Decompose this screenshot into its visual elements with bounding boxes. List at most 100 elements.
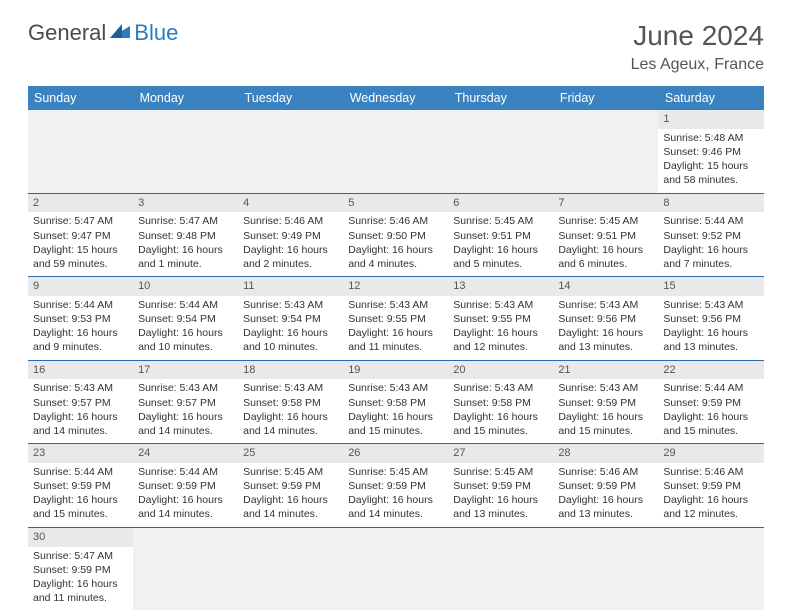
weekday-header-row: Sunday Monday Tuesday Wednesday Thursday… [28,86,764,110]
calendar-cell [658,527,763,610]
calendar-cell: 4Sunrise: 5:46 AMSunset: 9:49 PMDaylight… [238,193,343,277]
day-info: Sunrise: 5:43 AMSunset: 9:58 PMDaylight:… [453,381,548,438]
day-info: Sunrise: 5:46 AMSunset: 9:49 PMDaylight:… [243,214,338,271]
sunrise-text: Sunrise: 5:46 AM [558,465,653,479]
day-info: Sunrise: 5:43 AMSunset: 9:57 PMDaylight:… [33,381,128,438]
daylight-text: Daylight: 16 hours and 7 minutes. [663,243,758,271]
day-number: 21 [553,361,658,380]
sunrise-text: Sunrise: 5:46 AM [348,214,443,228]
calendar-cell [238,110,343,193]
sunset-text: Sunset: 9:58 PM [453,396,548,410]
calendar-cell: 11 Sunrise: 5:43 AMSunset: 9:54 PMDayligh… [238,277,343,361]
sunrise-text: Sunrise: 5:45 AM [453,465,548,479]
sunset-text: Sunset: 9:59 PM [453,479,548,493]
daylight-text: Daylight: 16 hours and 14 minutes. [33,410,128,438]
day-number: 17 [133,361,238,380]
day-number: 14 [553,277,658,296]
day-number: 2 [28,194,133,213]
day-number: 3 [133,194,238,213]
daylight-text: Daylight: 16 hours and 14 minutes. [138,410,233,438]
daylight-text: Daylight: 16 hours and 15 minutes. [558,410,653,438]
month-title: June 2024 [631,20,764,52]
calendar-cell: 29Sunrise: 5:46 AMSunset: 9:59 PMDayligh… [658,444,763,528]
sunrise-text: Sunrise: 5:44 AM [138,298,233,312]
day-number: 22 [658,361,763,380]
logo-text-blue: Blue [134,20,178,46]
day-number: 20 [448,361,553,380]
calendar-cell: 1Sunrise: 5:48 AMSunset: 9:46 PMDaylight… [658,110,763,193]
daylight-text: Daylight: 16 hours and 10 minutes. [243,326,338,354]
daylight-text: Daylight: 15 hours and 58 minutes. [663,159,758,187]
sunrise-text: Sunrise: 5:44 AM [33,465,128,479]
day-info: Sunrise: 5:45 AMSunset: 9:51 PMDaylight:… [558,214,653,271]
day-info: Sunrise: 5:43 AMSunset: 9:59 PMDaylight:… [558,381,653,438]
calendar-cell [28,110,133,193]
day-number: 28 [553,444,658,463]
sunset-text: Sunset: 9:59 PM [558,396,653,410]
calendar-week-row: 23Sunrise: 5:44 AMSunset: 9:59 PMDayligh… [28,444,764,528]
day-number: 29 [658,444,763,463]
sunset-text: Sunset: 9:59 PM [243,479,338,493]
day-info: Sunrise: 5:45 AMSunset: 9:59 PMDaylight:… [453,465,548,522]
calendar-cell [448,527,553,610]
calendar-cell [343,110,448,193]
daylight-text: Daylight: 16 hours and 14 minutes. [138,493,233,521]
day-number: 30 [28,528,133,547]
day-info: Sunrise: 5:43 AMSunset: 9:56 PMDaylight:… [663,298,758,355]
sunrise-text: Sunrise: 5:47 AM [33,214,128,228]
calendar-cell: 16Sunrise: 5:43 AMSunset: 9:57 PMDayligh… [28,360,133,444]
day-number: 27 [448,444,553,463]
daylight-text: Daylight: 16 hours and 9 minutes. [33,326,128,354]
calendar-week-row: 9Sunrise: 5:44 AMSunset: 9:53 PMDaylight… [28,277,764,361]
daylight-text: Daylight: 16 hours and 11 minutes. [348,326,443,354]
daylight-text: Daylight: 16 hours and 2 minutes. [243,243,338,271]
day-info: Sunrise: 5:47 AMSunset: 9:59 PMDaylight:… [33,549,128,606]
day-info: Sunrise: 5:46 AMSunset: 9:50 PMDaylight:… [348,214,443,271]
weekday-header: Wednesday [343,86,448,110]
day-number: 7 [553,194,658,213]
daylight-text: Daylight: 16 hours and 13 minutes. [558,493,653,521]
day-info: Sunrise: 5:44 AMSunset: 9:52 PMDaylight:… [663,214,758,271]
sunset-text: Sunset: 9:59 PM [663,396,758,410]
daylight-text: Daylight: 16 hours and 15 minutes. [33,493,128,521]
sunset-text: Sunset: 9:56 PM [663,312,758,326]
calendar-cell: 30 Sunrise: 5:47 AMSunset: 9:59 PMDayligh… [28,527,133,610]
logo-triangle-icon [110,22,132,45]
calendar-cell: 15 Sunrise: 5:43 AMSunset: 9:56 PMDayligh… [658,277,763,361]
day-info: Sunrise: 5:45 AMSunset: 9:59 PMDaylight:… [348,465,443,522]
day-number: 26 [343,444,448,463]
logo: General Blue [28,20,178,46]
sunrise-text: Sunrise: 5:48 AM [663,131,758,145]
day-number: 19 [343,361,448,380]
daylight-text: Daylight: 16 hours and 5 minutes. [453,243,548,271]
sunset-text: Sunset: 9:57 PM [33,396,128,410]
day-number: 15 [658,277,763,296]
calendar-cell: 7Sunrise: 5:45 AMSunset: 9:51 PMDaylight… [553,193,658,277]
day-info: Sunrise: 5:43 AMSunset: 9:54 PMDaylight:… [243,298,338,355]
day-number: 1 [658,110,763,129]
sunset-text: Sunset: 9:51 PM [558,229,653,243]
calendar-cell: 22Sunrise: 5:44 AMSunset: 9:59 PMDayligh… [658,360,763,444]
calendar-cell: 9Sunrise: 5:44 AMSunset: 9:53 PMDaylight… [28,277,133,361]
day-number: 16 [28,361,133,380]
daylight-text: Daylight: 16 hours and 12 minutes. [663,493,758,521]
daylight-text: Daylight: 16 hours and 6 minutes. [558,243,653,271]
sunrise-text: Sunrise: 5:43 AM [558,298,653,312]
sunset-text: Sunset: 9:53 PM [33,312,128,326]
sunrise-text: Sunrise: 5:43 AM [33,381,128,395]
daylight-text: Daylight: 16 hours and 14 minutes. [243,493,338,521]
calendar-cell: 24Sunrise: 5:44 AMSunset: 9:59 PMDayligh… [133,444,238,528]
sunset-text: Sunset: 9:48 PM [138,229,233,243]
day-number: 11 [238,277,343,296]
calendar-cell [133,527,238,610]
sunrise-text: Sunrise: 5:43 AM [348,298,443,312]
sunrise-text: Sunrise: 5:45 AM [558,214,653,228]
sunset-text: Sunset: 9:57 PM [138,396,233,410]
sunset-text: Sunset: 9:54 PM [243,312,338,326]
calendar-cell: 17Sunrise: 5:43 AMSunset: 9:57 PMDayligh… [133,360,238,444]
sunrise-text: Sunrise: 5:43 AM [138,381,233,395]
weekday-header: Saturday [658,86,763,110]
calendar-cell: 28Sunrise: 5:46 AMSunset: 9:59 PMDayligh… [553,444,658,528]
day-info: Sunrise: 5:43 AMSunset: 9:58 PMDaylight:… [243,381,338,438]
day-info: Sunrise: 5:43 AMSunset: 9:58 PMDaylight:… [348,381,443,438]
